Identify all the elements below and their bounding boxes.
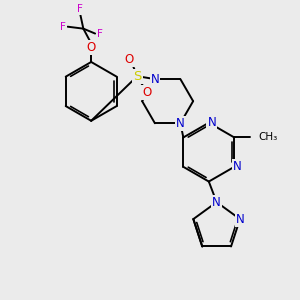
- Text: F: F: [77, 4, 83, 14]
- Text: N: N: [212, 196, 221, 208]
- Text: N: N: [233, 160, 242, 173]
- Text: O: O: [87, 41, 96, 54]
- Text: F: F: [60, 22, 66, 32]
- Text: N: N: [236, 213, 244, 226]
- Text: N: N: [176, 117, 185, 130]
- Text: O: O: [125, 53, 134, 66]
- Text: O: O: [142, 86, 152, 99]
- Text: F: F: [97, 28, 103, 38]
- Text: S: S: [133, 70, 141, 83]
- Text: CH₃: CH₃: [259, 132, 278, 142]
- Text: N: N: [151, 73, 159, 85]
- Text: N: N: [207, 116, 216, 129]
